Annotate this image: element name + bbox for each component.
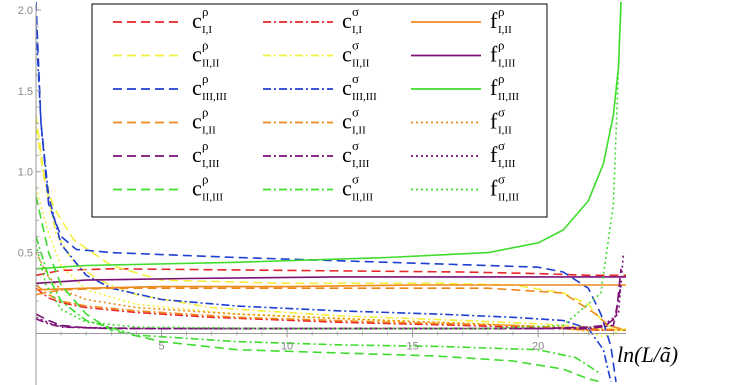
legend-label-sub: I,III bbox=[498, 158, 516, 170]
series-line-red-dashdot bbox=[36, 287, 626, 331]
legend-label-sup: ρ bbox=[498, 71, 505, 86]
plot-area bbox=[36, 2, 626, 382]
legend-label-sup: ρ bbox=[202, 105, 209, 120]
legend-label-main: c bbox=[192, 142, 202, 167]
y-tick-label: 2.0 bbox=[18, 5, 33, 17]
legend-label-main: c bbox=[192, 8, 202, 33]
legend-label-main: c bbox=[342, 176, 352, 201]
legend-label-main: f bbox=[490, 42, 498, 67]
legend-box bbox=[91, 3, 548, 218]
series-line-green-dashed bbox=[36, 195, 602, 382]
legend-label-sub: I,II bbox=[202, 125, 216, 137]
legend-label-sub: II,II bbox=[202, 58, 220, 70]
legend-label-sub: II,III bbox=[498, 192, 519, 204]
legend-label-sup: σ bbox=[498, 172, 505, 187]
legend-label-sub: III,III bbox=[202, 91, 227, 103]
legend-label-sub: I,III bbox=[352, 158, 370, 170]
legend-label-sup: σ bbox=[352, 38, 359, 53]
legend-label-sub: II,II bbox=[352, 58, 370, 70]
legend-label-main: f bbox=[490, 8, 498, 33]
legend-label-sup: σ bbox=[352, 105, 359, 120]
legend-label-main: c bbox=[342, 109, 352, 134]
x-tick-label: 10 bbox=[281, 340, 293, 352]
legend-label-main: c bbox=[342, 142, 352, 167]
legend-label-main: c bbox=[192, 75, 202, 100]
series-line-purple-dashdot bbox=[36, 284, 622, 330]
legend-label-sup: ρ bbox=[202, 38, 209, 53]
legend-label-sup: ρ bbox=[202, 172, 209, 187]
series-line-blue-dashdot bbox=[36, 26, 612, 382]
legend-label-main: c bbox=[192, 109, 202, 134]
legend-label-sub: I,II bbox=[498, 125, 512, 137]
y-tick-label: 1.5 bbox=[18, 86, 33, 98]
series-line-green-solid bbox=[36, 2, 622, 270]
legend-label-sup: ρ bbox=[202, 4, 209, 19]
y-tick-label: 0.5 bbox=[18, 248, 33, 260]
series-line-green-dashdot bbox=[36, 236, 602, 375]
legend-label-main: c bbox=[342, 42, 352, 67]
legend-label-sub: II,III bbox=[352, 192, 373, 204]
legend-label-sup: ρ bbox=[498, 38, 505, 53]
legend-label-sub: II,III bbox=[202, 192, 223, 204]
legend-label-sup: σ bbox=[498, 105, 505, 120]
series-line-blue-dashed bbox=[36, 2, 617, 382]
legend-label-main: f bbox=[490, 176, 498, 201]
series-line-purple-solid bbox=[36, 276, 626, 285]
x-tick-label: 5 bbox=[158, 340, 164, 352]
legend-label-sub: III,III bbox=[352, 91, 377, 103]
legend-label-main: f bbox=[490, 75, 498, 100]
series-line-red-dashed bbox=[36, 268, 626, 277]
legend-label-sup: ρ bbox=[202, 138, 209, 153]
legend-label-main: f bbox=[490, 109, 498, 134]
series-line-green-dotted bbox=[36, 2, 622, 330]
legend-label-sup: σ bbox=[498, 138, 505, 153]
legend-label-sub: I,I bbox=[202, 24, 212, 36]
legend-label-main: c bbox=[342, 75, 352, 100]
x-tick-label: 15 bbox=[406, 340, 418, 352]
legend-label-sup: σ bbox=[352, 71, 359, 86]
series-line-orange-dotted bbox=[36, 252, 626, 331]
ticks: 5 10 15 20 0.5 1.0 1.5 2.0 bbox=[18, 5, 614, 352]
legend-label-main: f bbox=[490, 142, 498, 167]
legend-label-main: c bbox=[192, 176, 202, 201]
series-line-yellow-dashed bbox=[36, 114, 626, 331]
legend-label-sup: ρ bbox=[498, 4, 505, 19]
series-line-purple-dotted bbox=[36, 252, 625, 330]
legend-label-sub: I,III bbox=[498, 58, 516, 70]
axes bbox=[35, 4, 626, 385]
legend-label-sup: ρ bbox=[202, 71, 209, 86]
legend-label-sub: I,I bbox=[352, 24, 362, 36]
x-tick-label: 20 bbox=[532, 340, 544, 352]
legend-label-sub: II,III bbox=[498, 91, 519, 103]
series-line-yellow-dotted bbox=[36, 187, 626, 338]
series-line-orange-dashed bbox=[36, 287, 626, 331]
legend-label-main: c bbox=[192, 42, 202, 67]
x-axis-label: ln(L/ã) bbox=[617, 342, 678, 367]
legend-label-main: c bbox=[342, 8, 352, 33]
series-line-orange-dashdot bbox=[36, 284, 626, 331]
legend-label-sup: σ bbox=[352, 138, 359, 153]
legend-label-sub: I,III bbox=[202, 158, 220, 170]
y-tick-label: 1.0 bbox=[18, 167, 33, 179]
legend-label-sup: σ bbox=[352, 172, 359, 187]
legend-label-sub: I,II bbox=[498, 24, 512, 36]
legend-label-sub: I,II bbox=[352, 125, 366, 137]
legend-label-sup: σ bbox=[352, 4, 359, 19]
